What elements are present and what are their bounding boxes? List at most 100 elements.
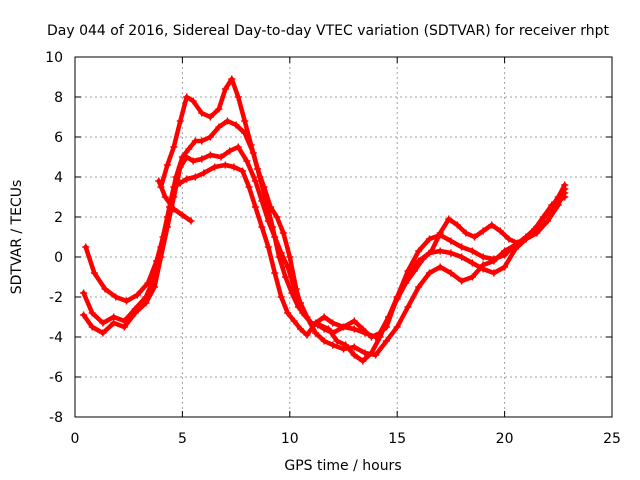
data-point xyxy=(419,255,427,263)
x-tick-label: 5 xyxy=(178,431,187,447)
data-point xyxy=(299,309,307,317)
data-point xyxy=(462,229,470,237)
data-point xyxy=(425,269,433,277)
data-point xyxy=(292,285,300,293)
data-point xyxy=(80,311,88,319)
data-point xyxy=(447,269,455,277)
data-point xyxy=(206,151,214,159)
data-point xyxy=(447,249,455,257)
data-point xyxy=(172,173,180,181)
data-point xyxy=(198,137,206,145)
data-point xyxy=(178,211,186,219)
data-point xyxy=(82,243,90,251)
data-point xyxy=(282,273,290,281)
series-line xyxy=(83,118,567,340)
data-point xyxy=(144,279,152,287)
x-tick-label: 0 xyxy=(71,431,80,447)
data-point xyxy=(312,329,320,337)
data-point xyxy=(342,341,350,349)
data-point xyxy=(217,153,225,161)
series-points xyxy=(157,75,569,365)
data-point xyxy=(161,193,169,201)
data-point xyxy=(385,313,393,321)
data-point xyxy=(187,217,195,225)
data-point xyxy=(110,319,118,327)
data-series xyxy=(80,75,569,365)
series-points xyxy=(80,143,569,359)
data-point xyxy=(404,303,412,311)
data-point xyxy=(211,163,219,171)
data-point xyxy=(279,229,287,237)
data-point xyxy=(224,117,232,125)
data-point xyxy=(131,309,139,317)
y-tick-label: -8 xyxy=(49,410,63,426)
data-point xyxy=(226,147,234,155)
data-point xyxy=(468,259,476,267)
data-point xyxy=(191,173,199,181)
data-point xyxy=(120,323,128,331)
data-point xyxy=(191,137,199,145)
data-point xyxy=(221,85,229,93)
data-point xyxy=(198,155,206,163)
data-point xyxy=(99,329,107,337)
data-point xyxy=(288,289,296,297)
data-point xyxy=(367,349,375,357)
data-point xyxy=(206,133,214,141)
data-point xyxy=(215,123,223,131)
data-point xyxy=(471,233,479,241)
series-points xyxy=(155,177,195,225)
series-line xyxy=(81,144,567,358)
data-point xyxy=(101,285,109,293)
data-point xyxy=(320,313,328,321)
y-tick-label: -6 xyxy=(49,370,63,386)
data-point xyxy=(333,337,341,345)
data-point xyxy=(410,267,418,275)
data-point xyxy=(273,213,281,221)
data-point xyxy=(271,269,279,277)
data-point xyxy=(183,175,191,183)
data-point xyxy=(234,93,242,101)
data-point xyxy=(170,143,178,151)
y-tick-label: 4 xyxy=(54,170,63,186)
data-point xyxy=(260,183,268,191)
data-point xyxy=(393,295,401,303)
plot-frame xyxy=(74,56,613,418)
data-point xyxy=(264,243,272,251)
data-point xyxy=(232,121,240,129)
data-point xyxy=(458,277,466,285)
data-point xyxy=(284,309,292,317)
data-point xyxy=(501,263,509,271)
data-point xyxy=(329,341,337,349)
data-point xyxy=(340,323,347,331)
data-point xyxy=(382,337,390,345)
data-point xyxy=(531,225,539,233)
data-point xyxy=(215,105,223,113)
data-point xyxy=(230,163,238,171)
data-point xyxy=(361,349,369,357)
data-point xyxy=(340,345,347,353)
data-point xyxy=(159,233,167,241)
data-point xyxy=(88,323,96,331)
data-point xyxy=(320,337,328,345)
data-point xyxy=(458,243,466,251)
data-point xyxy=(522,235,530,243)
y-axis-label: SDTVAR / TECUs xyxy=(9,180,25,295)
data-point xyxy=(539,213,547,221)
data-point xyxy=(359,357,367,365)
data-point xyxy=(533,229,541,237)
data-point xyxy=(290,317,298,325)
data-point xyxy=(350,317,358,325)
data-point xyxy=(176,117,184,125)
data-point xyxy=(447,237,455,245)
data-point xyxy=(415,283,423,291)
data-point xyxy=(561,189,569,197)
data-point xyxy=(548,201,556,209)
data-point xyxy=(505,235,513,243)
axis-ticks: 0 5 10 15 20 25 -8 -6 -4 -2 0 2 4 6 8 10 xyxy=(45,50,621,447)
data-point xyxy=(376,333,384,341)
data-point xyxy=(206,113,214,121)
data-point xyxy=(189,157,197,165)
data-point xyxy=(153,257,161,265)
data-point xyxy=(329,319,337,327)
